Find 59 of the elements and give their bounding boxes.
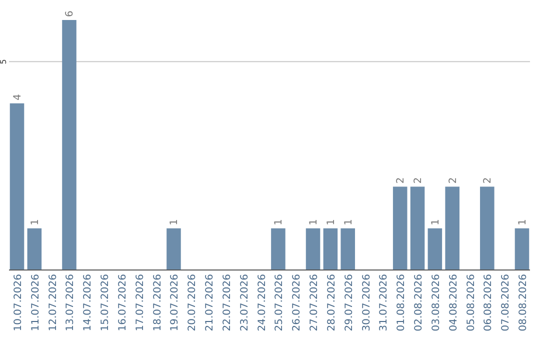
- x-tick-label: 25.07.2026: [274, 274, 286, 332]
- data-label: 1: [30, 218, 41, 226]
- bar: [306, 228, 320, 270]
- x-tick-label: 12.07.2026: [48, 274, 59, 332]
- x-tick-label: 11.07.2026: [30, 274, 42, 332]
- data-label: 2: [482, 177, 494, 184]
- x-tick-label: 30.07.2026: [361, 274, 372, 332]
- x-tick-label: 03.08.2026: [430, 274, 442, 332]
- x-tick-label: 22.07.2026: [222, 274, 233, 332]
- x-tick-label: 27.07.2026: [309, 274, 320, 332]
- x-tick-label: 19.07.2026: [170, 274, 181, 332]
- y-tick-label: 5: [0, 59, 8, 64]
- x-tick-label: 08.08.2026: [518, 274, 529, 332]
- bar: [27, 228, 42, 270]
- x-tick-label: 05.08.2026: [466, 274, 477, 332]
- x-tick-label: 02.08.2026: [414, 274, 425, 332]
- x-tick-label: 01.08.2026: [396, 274, 408, 332]
- x-tick-label: 13.07.2026: [65, 274, 76, 332]
- x-tick-label: 15.07.2026: [100, 274, 112, 332]
- data-label: 1: [308, 218, 320, 226]
- bar: [410, 186, 425, 270]
- data-label: 4: [12, 94, 24, 100]
- bar: [323, 228, 338, 270]
- data-label: 1: [430, 218, 442, 226]
- x-tick-label: 31.07.2026: [378, 274, 390, 332]
- bar: [514, 228, 530, 270]
- x-tick-label: 29.07.2026: [344, 274, 355, 332]
- bar: [392, 186, 408, 270]
- bar: [271, 228, 286, 270]
- x-tick-label: 07.08.2026: [500, 274, 512, 332]
- bar: [62, 20, 76, 270]
- data-label: 2: [448, 177, 459, 184]
- x-tick-label: 20.07.2026: [187, 274, 198, 332]
- data-label: 1: [169, 218, 180, 226]
- x-tick-label: 16.07.2026: [117, 274, 128, 332]
- x-tick-label: 18.07.2026: [152, 274, 164, 332]
- bar: [10, 103, 24, 270]
- bar: [166, 228, 181, 270]
- x-tick-label: 26.07.2026: [292, 274, 303, 332]
- x-tick-label: 28.07.2026: [326, 274, 338, 332]
- data-label: 1: [274, 218, 285, 226]
- x-tick-label: 04.08.2026: [448, 274, 460, 332]
- data-label: 1: [517, 218, 528, 226]
- bar: [480, 186, 494, 270]
- x-tick-label: 10.07.2026: [13, 274, 24, 332]
- x-tick-label: 17.07.2026: [134, 274, 146, 332]
- bar: [445, 186, 460, 270]
- data-label: 2: [396, 177, 407, 184]
- x-tick-label: 06.08.2026: [483, 274, 494, 332]
- data-label: 6: [64, 10, 76, 17]
- data-label: 2: [413, 177, 424, 184]
- data-label: 1: [343, 218, 354, 226]
- bar: [428, 228, 442, 270]
- x-tick-label: 24.07.2026: [256, 274, 268, 332]
- x-tick-label: 14.07.2026: [82, 274, 94, 332]
- x-tick-label: 21.07.2026: [204, 274, 216, 332]
- bar: [340, 228, 355, 270]
- x-tick-label: 23.07.2026: [239, 274, 250, 332]
- data-label: 1: [326, 218, 337, 226]
